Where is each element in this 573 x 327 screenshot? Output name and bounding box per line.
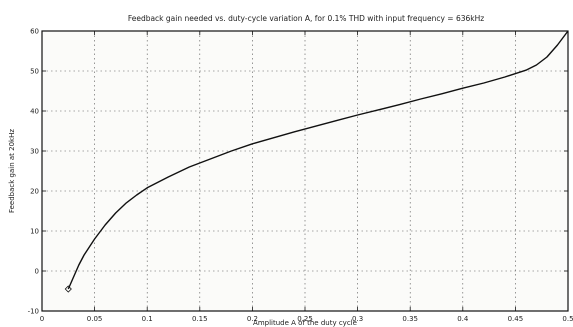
chart-title: Feedback gain needed vs. duty-cycle vari…: [128, 14, 484, 23]
axis-ticks: [41, 30, 569, 312]
x-tick-label: 0.3: [352, 315, 363, 323]
x-tick-label: 0: [40, 315, 44, 323]
x-axis-label: Amplitude A of the duty cycle: [253, 319, 357, 327]
y-tick-label: 50: [30, 68, 39, 76]
x-tick-label: 0.25: [297, 315, 313, 323]
x-grid: [94, 31, 516, 311]
x-tick-label: 0.5: [562, 315, 573, 323]
y-tick-label: 10: [30, 228, 39, 236]
x-tick-label: 0.15: [192, 315, 208, 323]
y-tick-label: 40: [30, 108, 39, 116]
y-tick-label: 30: [30, 148, 39, 156]
y-tick-label: 20: [30, 188, 39, 196]
y-tick-label: 60: [30, 28, 39, 36]
x-tick-label: 0.1: [142, 315, 153, 323]
x-tick-label: 0.45: [508, 315, 524, 323]
x-tick-label: 0.2: [247, 315, 258, 323]
y-tick-labels: -10 0 10 20 30 40 50 60: [28, 28, 39, 316]
y-tick-label: -10: [28, 308, 39, 316]
y-axis-label: Feedback gain at 20kHz: [8, 129, 16, 213]
series-line: [67, 30, 569, 290]
start-marker: [64, 285, 72, 293]
x-tick-label: 0.4: [457, 315, 469, 323]
x-tick-label: 0.05: [87, 315, 103, 323]
x-tick-label: 0.35: [402, 315, 418, 323]
x-tick-labels: 0 0.05 0.1 0.15 0.2 0.25 0.3 0.35 0.4 0.45 0.5: [40, 315, 573, 323]
y-tick-label: 0: [35, 268, 39, 276]
